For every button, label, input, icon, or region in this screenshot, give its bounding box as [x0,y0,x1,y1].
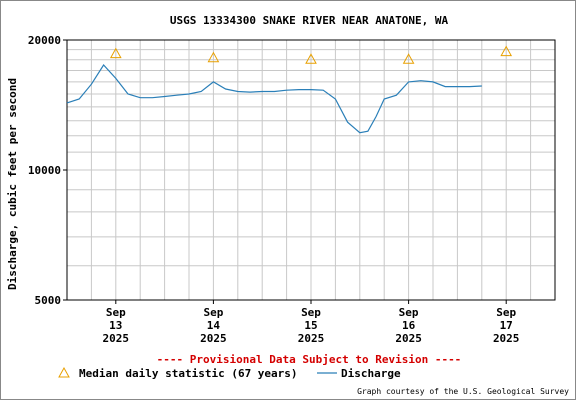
median-marker [109,47,122,59]
median-marker [500,45,513,57]
provisional-notice: ---- Provisional Data Subject to Revisio… [157,353,462,366]
y-tick-label: 10000 [28,164,61,177]
chart-title: USGS 13334300 SNAKE RIVER NEAR ANATONE, … [170,14,449,27]
legend-median-label: Median daily statistic (67 years) [79,367,298,380]
x-tick-label: 2025 [200,332,227,345]
x-tick-label: Sep [106,306,126,319]
legend-median-triangle-icon [58,366,70,378]
x-tick-label: Sep [301,306,321,319]
grid-lines [67,40,555,300]
x-tick-label: 13 [109,319,122,332]
x-tick-label: 17 [500,319,513,332]
x-tick-label: 2025 [298,332,325,345]
y-tick-label: 20000 [28,34,61,47]
usgs-credit: Graph courtesy of the U.S. Geological Su… [357,387,569,396]
median-series-markers [109,45,513,64]
x-axis-ticks: Sep132025Sep142025Sep152025Sep162025Sep1… [103,300,520,345]
legend-discharge-label: Discharge [341,367,401,380]
x-tick-label: 2025 [395,332,422,345]
median-marker [402,53,415,64]
discharge-series-line [66,64,482,134]
x-tick-label: 2025 [493,332,520,345]
x-tick-label: 14 [207,319,221,332]
y-tick-label: 5000 [35,294,62,307]
x-tick-label: Sep [203,306,223,319]
y-axis-label: Discharge, cubic feet per second [6,78,19,290]
x-tick-label: 2025 [103,332,130,345]
x-tick-label: 16 [402,319,416,332]
x-tick-label: 15 [304,319,317,332]
x-tick-label: Sep [399,306,419,319]
median-marker [305,53,317,64]
y-axis-ticks: 5000 10000 20000 [28,34,67,307]
median-marker [207,51,220,63]
x-tick-label: Sep [496,306,516,319]
